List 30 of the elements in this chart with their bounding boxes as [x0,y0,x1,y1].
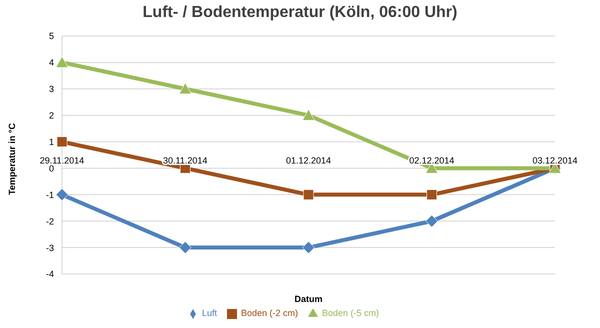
y-tick-label: 5 [48,31,54,42]
y-tick-label: 2 [48,110,54,121]
y-tick-label: -2 [46,216,54,226]
legend-label: Luft [202,308,217,318]
y-tick-label: -3 [46,242,54,253]
point [426,189,437,200]
chart-title: Luft- / Bodentemperatur (Köln, 06:00 Uhr) [142,3,458,23]
y-tick-label: -4 [46,269,54,280]
y-axis-title: Temperatur in °C [7,122,18,195]
point [302,241,315,254]
x-tick-label: 03.12.2014 [532,156,578,166]
point [56,56,68,68]
legend-label: Boden (-5 cm) [322,308,380,318]
point [426,214,438,228]
y-tick-label: 3 [48,84,54,94]
point [179,82,192,94]
y-tick-label: 4 [48,58,54,68]
x-tick-label: 01.12.2014 [286,156,332,166]
point [302,109,315,121]
point [303,189,314,200]
point [56,188,68,201]
y-tick-label: -1 [46,190,54,200]
y-tick-label: 0 [48,163,54,174]
x-tick-label: 29.11.2014 [40,156,84,166]
y-tick-label: 1 [48,136,54,147]
x-axis-title: Datum [294,294,323,304]
point [179,241,192,254]
x-tick-label: 30.11.2014 [163,156,208,166]
legend-label: Boden (-2 cm) [240,308,298,318]
point [56,136,68,148]
